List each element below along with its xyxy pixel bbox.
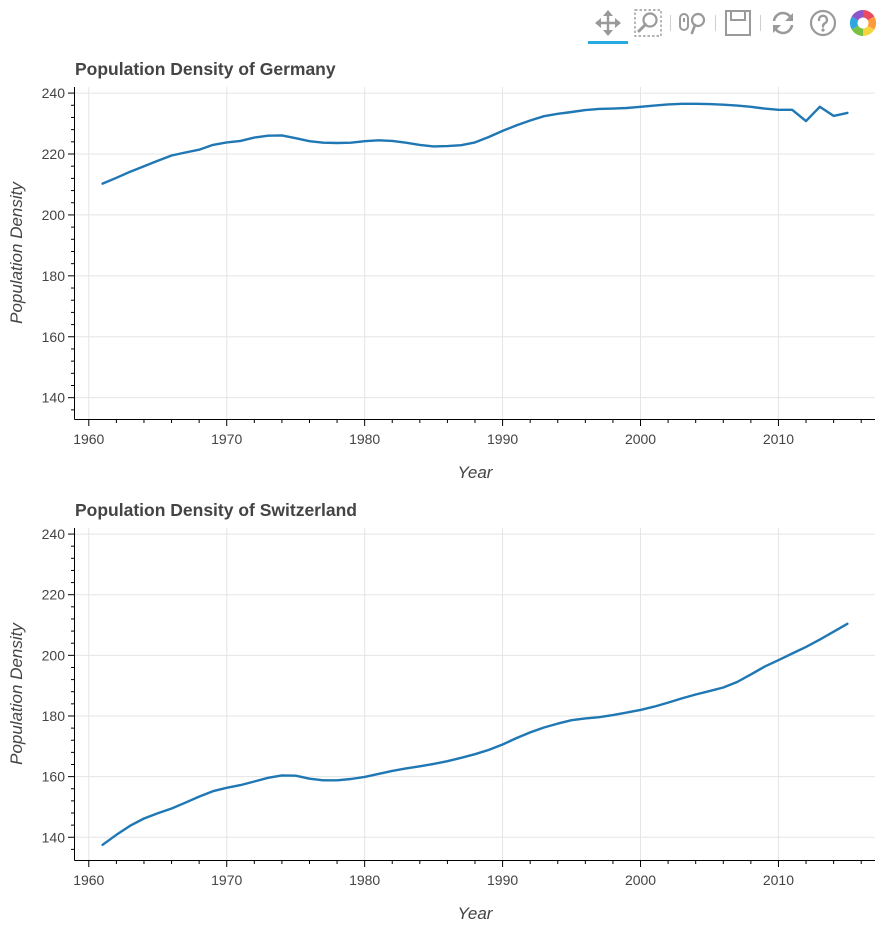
toolbar bbox=[588, 4, 883, 44]
save-tool[interactable] bbox=[718, 5, 758, 41]
y-axis-title: Population Density bbox=[7, 622, 26, 765]
y-axis-title: Population Density bbox=[7, 181, 26, 324]
y-tick-label: 180 bbox=[42, 268, 66, 284]
pan-icon bbox=[595, 10, 621, 36]
x-tick-label: 1980 bbox=[349, 431, 380, 447]
x-axis-title: Year bbox=[458, 463, 494, 482]
y-tick-label: 220 bbox=[42, 587, 66, 603]
chart-svg: Population Density of Switzerland 1960 197… bbox=[7, 500, 875, 923]
y-tick-label: 160 bbox=[42, 769, 66, 785]
save-icon bbox=[725, 10, 751, 36]
switzerland-chart: Population Density of Switzerland 1960 197… bbox=[0, 493, 889, 931]
x-tick-label: 1980 bbox=[349, 872, 380, 888]
x-tick-label: 1990 bbox=[487, 872, 518, 888]
x-tick-label: 2010 bbox=[763, 431, 794, 447]
series-line bbox=[101, 622, 849, 846]
bokeh-logo-icon bbox=[849, 9, 877, 37]
bokeh-logo[interactable] bbox=[843, 5, 883, 41]
y-tick-label: 140 bbox=[42, 829, 66, 845]
germany-chart: Population Density of Germany 1960 1970 198… bbox=[0, 52, 889, 492]
help-icon bbox=[809, 9, 837, 37]
pan-tool[interactable] bbox=[588, 5, 628, 44]
box-zoom-icon bbox=[634, 9, 662, 37]
series-line bbox=[101, 102, 849, 185]
x-tick-label: 1970 bbox=[211, 872, 242, 888]
y-tick-label: 200 bbox=[42, 207, 66, 223]
wheel-zoom-icon bbox=[679, 12, 706, 35]
x-tick-label: 2000 bbox=[625, 872, 656, 888]
toolbar-separator bbox=[715, 15, 716, 31]
y-tick-label: 140 bbox=[42, 390, 66, 406]
x-tick-label: 1970 bbox=[211, 431, 242, 447]
y-tick-label: 240 bbox=[42, 85, 66, 101]
reset-icon bbox=[772, 11, 794, 35]
y-tick-label: 200 bbox=[42, 647, 66, 663]
box-zoom-tool[interactable] bbox=[628, 5, 668, 41]
x-tick-label: 1960 bbox=[73, 431, 104, 447]
y-tick-label: 160 bbox=[42, 329, 66, 345]
toolbar-separator bbox=[670, 15, 671, 31]
x-tick-label: 2010 bbox=[763, 872, 794, 888]
reset-tool[interactable] bbox=[763, 5, 803, 41]
chart-title: Population Density of Switzerland bbox=[75, 500, 357, 520]
x-tick-label: 1960 bbox=[73, 872, 104, 888]
x-tick-label: 1990 bbox=[487, 431, 518, 447]
y-tick-label: 220 bbox=[42, 146, 66, 162]
y-tick-label: 180 bbox=[42, 708, 66, 724]
wheel-zoom-tool[interactable] bbox=[673, 5, 713, 41]
help-tool[interactable] bbox=[803, 5, 843, 41]
toolbar-separator bbox=[760, 15, 761, 31]
chart-title: Population Density of Germany bbox=[75, 59, 336, 79]
x-tick-label: 2000 bbox=[625, 431, 656, 447]
chart-svg: Population Density of Germany 1960 1970 198… bbox=[7, 59, 875, 482]
x-axis-title: Year bbox=[458, 904, 494, 923]
y-tick-label: 240 bbox=[42, 526, 66, 542]
